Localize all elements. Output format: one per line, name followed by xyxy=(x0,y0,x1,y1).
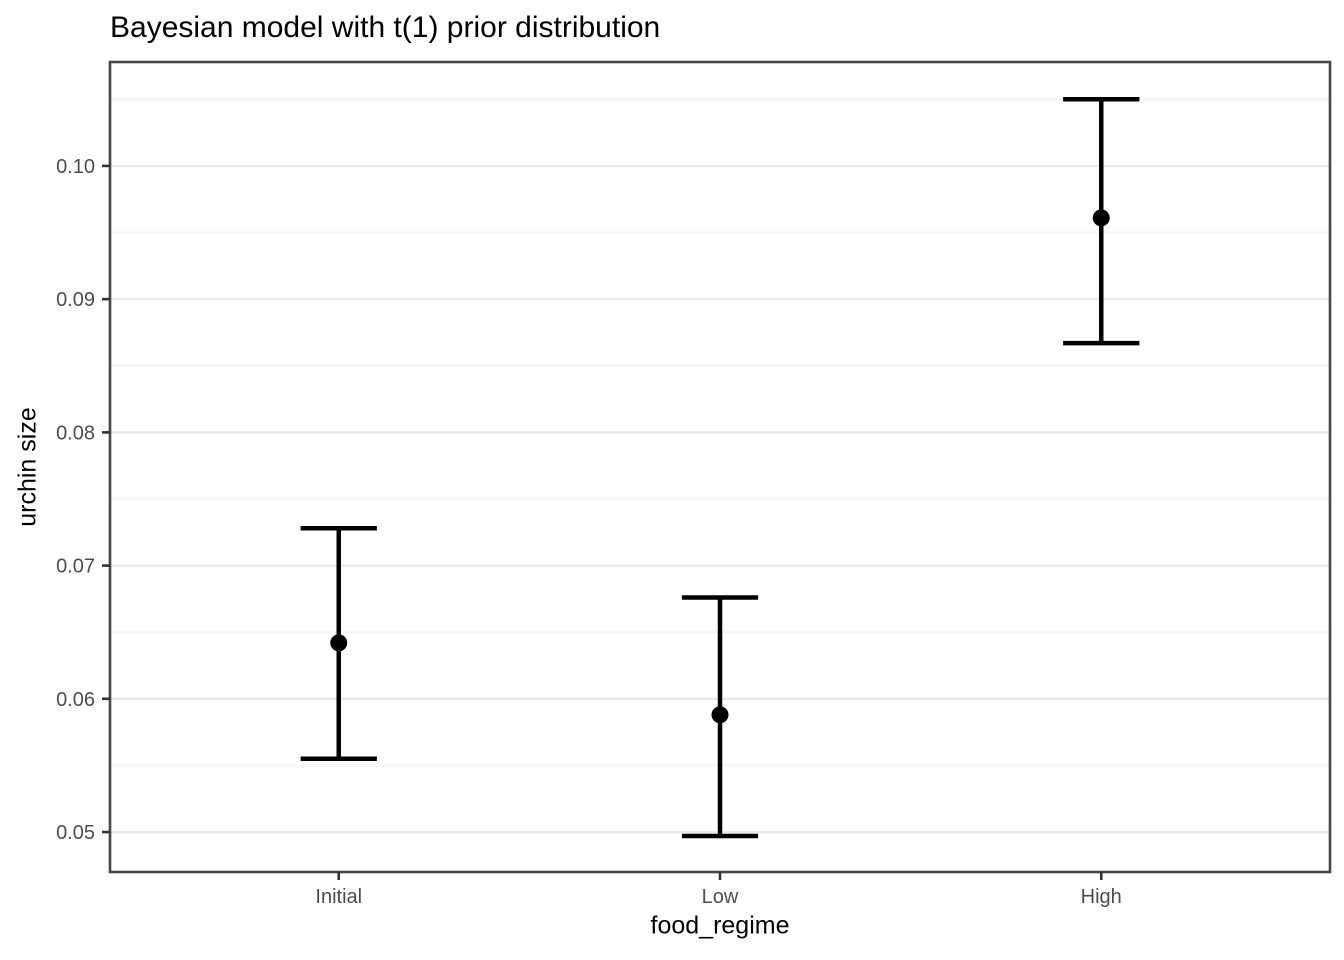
point-high xyxy=(1092,209,1110,227)
y-tick-label: 0.10 xyxy=(56,156,95,178)
y-tick-label: 0.08 xyxy=(56,422,95,444)
x-tick-label-initial: Initial xyxy=(315,886,362,908)
point-low xyxy=(711,706,729,724)
y-tick-label: 0.06 xyxy=(56,689,95,711)
x-axis-title: food_regime xyxy=(650,911,790,940)
x-tick-label-low: Low xyxy=(702,886,739,908)
chart-title: Bayesian model with t(1) prior distribut… xyxy=(110,11,661,44)
y-tick-label: 0.07 xyxy=(56,556,95,578)
y-tick-label: 0.09 xyxy=(56,289,95,311)
point-initial xyxy=(330,634,348,652)
y-tick-label: 0.05 xyxy=(56,822,95,844)
x-tick-label-high: High xyxy=(1081,886,1122,908)
